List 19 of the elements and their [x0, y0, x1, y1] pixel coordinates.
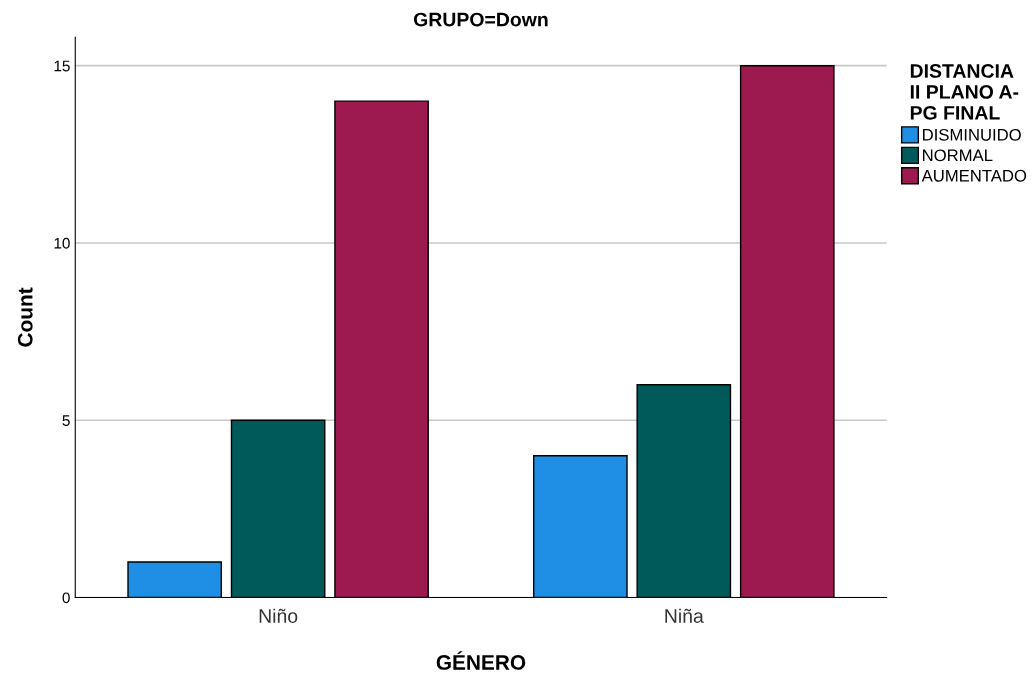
bar: [127, 561, 223, 598]
legend-label: NORMAL: [923, 149, 993, 162]
y-axis-title: Count: [17, 287, 33, 347]
legend-label: DISMINUIDO: [923, 128, 1021, 141]
y-tick-label: 5: [62, 415, 70, 426]
x-tick-label: Niña: [665, 608, 704, 623]
chart-title: GRUPO=Down: [413, 12, 548, 27]
y-tick-label: 0: [62, 592, 70, 604]
bar: [636, 384, 732, 598]
legend-label: AUMENTADO: [921, 169, 1027, 182]
bar: [334, 100, 429, 598]
bar: [230, 419, 326, 598]
y-tick-label: 10: [54, 237, 70, 249]
legend-title: DISTANCIA II PLANO A- PG FINAL: [910, 64, 1019, 120]
bar: [739, 65, 835, 598]
x-axis-title: GÉNERO: [436, 651, 526, 670]
x-tick-label: Niño: [259, 608, 298, 623]
bar: [533, 455, 628, 598]
y-tick-label: 15: [54, 60, 70, 72]
